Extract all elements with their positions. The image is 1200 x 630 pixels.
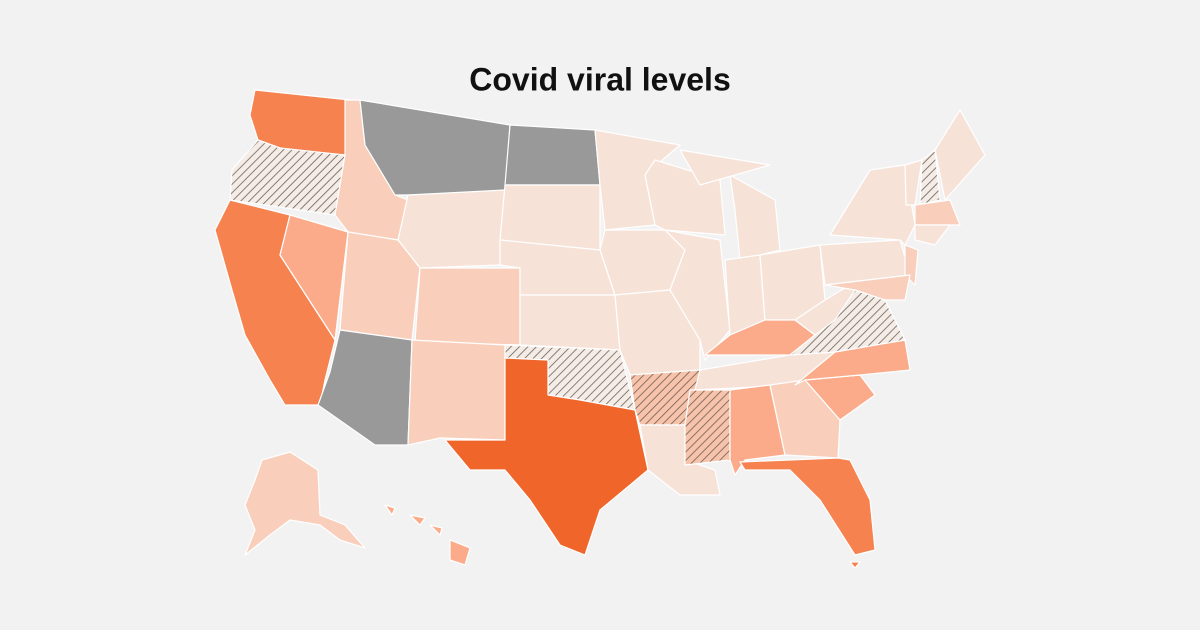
state bbox=[339, 231, 421, 341]
state bbox=[914, 224, 951, 246]
state bbox=[934, 109, 986, 201]
state bbox=[824, 274, 911, 301]
state bbox=[407, 339, 506, 446]
state bbox=[397, 189, 506, 269]
state bbox=[679, 149, 771, 186]
state bbox=[519, 294, 621, 351]
state bbox=[849, 561, 861, 569]
state bbox=[449, 539, 471, 566]
state bbox=[664, 229, 731, 361]
state bbox=[429, 524, 443, 536]
state bbox=[414, 267, 521, 346]
state bbox=[384, 504, 396, 516]
state bbox=[914, 199, 961, 226]
state bbox=[729, 174, 781, 261]
state bbox=[499, 184, 601, 251]
map-title: Covid viral levels bbox=[469, 61, 730, 97]
state bbox=[904, 159, 923, 206]
state bbox=[829, 164, 916, 246]
state bbox=[444, 357, 649, 556]
state bbox=[244, 451, 366, 556]
state bbox=[684, 389, 731, 466]
states bbox=[214, 89, 986, 569]
state bbox=[739, 457, 876, 556]
state bbox=[409, 514, 426, 526]
state bbox=[919, 149, 941, 206]
state bbox=[279, 214, 349, 341]
state bbox=[504, 124, 601, 186]
